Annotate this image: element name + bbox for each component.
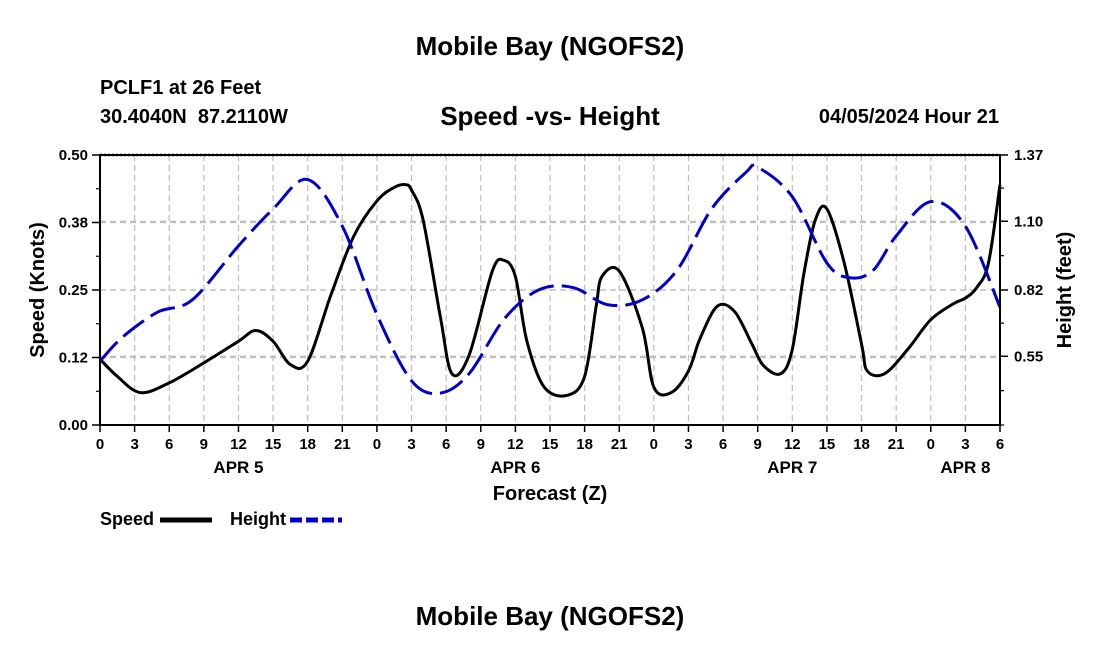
x-tick-label: 3 xyxy=(684,436,692,453)
date-label: APR 5 xyxy=(213,458,263,477)
x-tick-label: 15 xyxy=(265,436,282,453)
legend-speed-label: Speed xyxy=(100,509,154,529)
y-axis-label: Speed (Knots) xyxy=(27,222,49,358)
x-tick-label: 21 xyxy=(611,436,628,453)
speed-height-chart: 0 3 6 9 12 15 18 21 0 3 6 9 12 15 18 21 0 3 6 9 12 15 18 21 0 3 6 0… xyxy=(27,147,1076,529)
forecast-datetime: 04/05/2024 Hour 21 xyxy=(818,106,999,128)
x-tick-label: 12 xyxy=(507,436,524,453)
date-label: APR 6 xyxy=(490,458,540,477)
grid-lines xyxy=(100,154,1000,425)
y-tick-label: 0.38 xyxy=(59,215,88,232)
x-tick-label: 0 xyxy=(373,436,381,453)
x-tick-label: 21 xyxy=(334,436,351,453)
series-height-line xyxy=(98,163,1002,396)
x-tick-label: 9 xyxy=(754,436,762,453)
station-label: PCLF1 at 26 Feet xyxy=(100,77,262,99)
bottom-title: Mobile Bay (NGOFS2) xyxy=(415,601,685,631)
x-tick-label: 6 xyxy=(996,436,1004,453)
x-tick-label: 6 xyxy=(165,436,173,453)
chart-subtitle: Speed -vs- Height xyxy=(440,101,660,131)
y2-tick-label: 1.37 xyxy=(1014,147,1043,164)
x-tick-label: 9 xyxy=(200,436,208,453)
x-tick-label: 18 xyxy=(576,436,593,453)
x-tick-label: 15 xyxy=(542,436,559,453)
x-tick-label: 3 xyxy=(961,436,969,453)
x-tick-label: 21 xyxy=(888,436,905,453)
y2-tick-label: 0.82 xyxy=(1014,282,1043,299)
series-speed-line xyxy=(98,183,1002,398)
date-label: APR 8 xyxy=(940,458,990,477)
x-tick-label: 0 xyxy=(96,436,104,453)
x-tick-label: 12 xyxy=(784,436,801,453)
y-tick-label: 0.25 xyxy=(59,282,88,299)
y-tick-label: 0.00 xyxy=(59,417,88,434)
x-tick-label: 6 xyxy=(442,436,450,453)
x-tick-label: 18 xyxy=(853,436,870,453)
x-axis-label: Forecast (Z) xyxy=(493,483,607,505)
x-tick-label: 15 xyxy=(819,436,836,453)
y-tick-label: 0.50 xyxy=(59,147,88,164)
y2-axis-label: Height (feet) xyxy=(1054,232,1076,349)
x-tick-label: 6 xyxy=(719,436,727,453)
date-label: APR 7 xyxy=(767,458,817,477)
y-tick-label: 0.12 xyxy=(59,350,88,367)
x-tick-label: 0 xyxy=(927,436,935,453)
axis-ticks xyxy=(92,154,1008,432)
x-tick-label: 18 xyxy=(299,436,316,453)
y2-tick-label: 0.55 xyxy=(1014,348,1043,365)
x-tick-label: 3 xyxy=(130,436,138,453)
x-tick-label: 3 xyxy=(407,436,415,453)
main-title: Mobile Bay (NGOFS2) xyxy=(415,31,685,61)
station-coordinates: 30.4040N 87.2110W xyxy=(100,106,288,128)
axis-labels: 0 3 6 9 12 15 18 21 0 3 6 9 12 15 18 21 0 3 6 9 12 15 18 21 0 3 6 0… xyxy=(59,147,1043,477)
y2-tick-label: 1.10 xyxy=(1014,213,1043,230)
x-tick-label: 9 xyxy=(477,436,485,453)
legend-height-label: Height xyxy=(230,509,286,529)
legend: Speed Height xyxy=(100,509,342,529)
x-tick-label: 0 xyxy=(650,436,658,453)
x-tick-label: 12 xyxy=(230,436,247,453)
series-lines xyxy=(98,163,1002,398)
